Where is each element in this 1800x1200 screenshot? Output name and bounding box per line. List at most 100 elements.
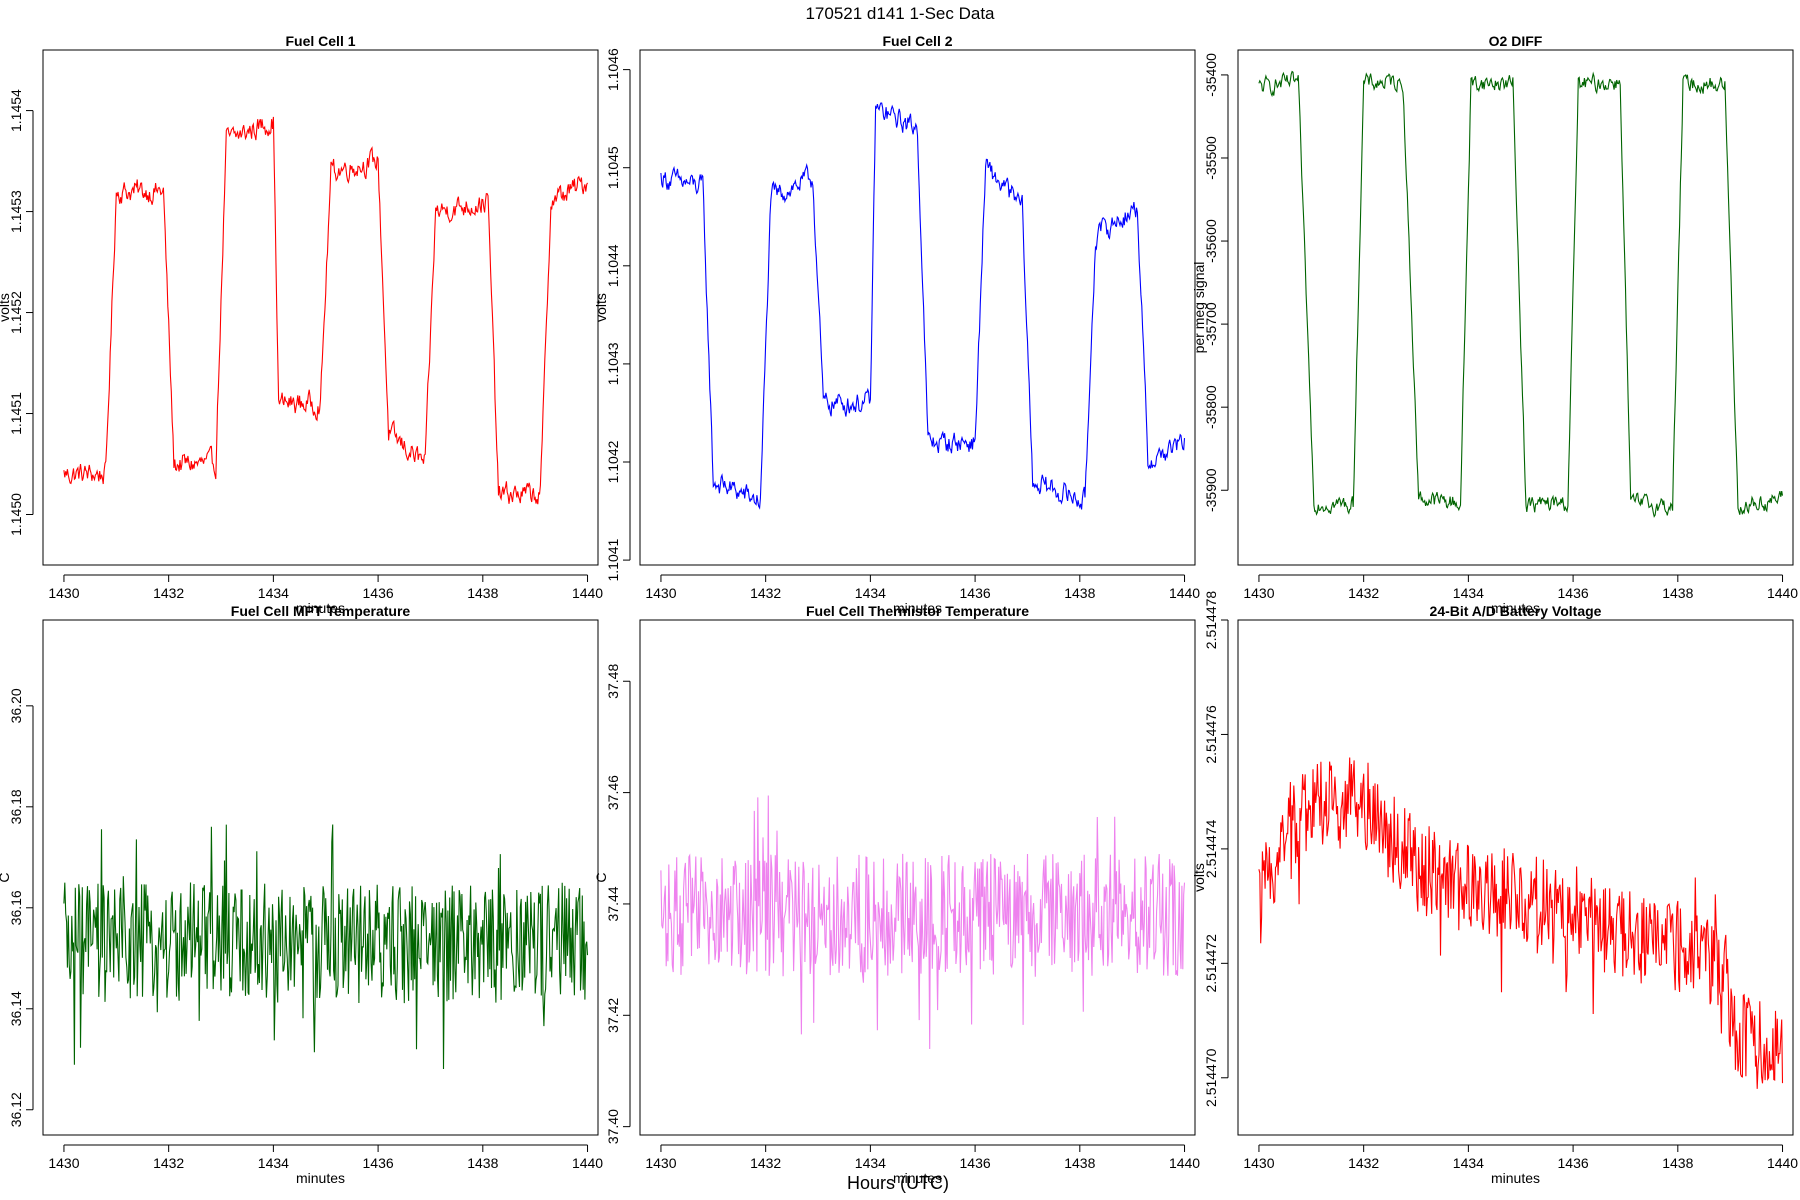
x-tick-label: 1430 <box>48 585 79 601</box>
y-tick-label: 2.514476 <box>1203 705 1219 764</box>
panel-4: Fuel Cell MPT Temperature 1430 1432 1434 143… <box>0 603 603 1186</box>
y-tick-label: 1.1045 <box>605 146 621 189</box>
x-tick-label: 1434 <box>258 1155 289 1171</box>
y-axis-label: C <box>593 872 609 882</box>
panel-title: 24-Bit A/D Battery Voltage <box>1430 603 1602 619</box>
x-tick-label: 1440 <box>1169 1155 1200 1171</box>
plot-frame <box>42 49 599 566</box>
x-tick-label: 1436 <box>363 1155 394 1171</box>
plot-frame <box>1237 619 1794 1136</box>
x-tick-label: 1434 <box>1453 585 1484 601</box>
y-tick-label: 37.46 <box>605 775 621 810</box>
panel-2: Fuel Cell 2 1430 1432 1434 1436 1438 1440 minut… <box>593 33 1200 616</box>
y-tick-label: 36.20 <box>8 688 24 723</box>
panel-title: O2 DIFF <box>1489 33 1543 49</box>
figure-xlabel: Hours (UTC) <box>847 1173 949 1193</box>
y-tick-label: 1.1451 <box>8 392 24 435</box>
x-axis-label: minutes <box>893 600 942 616</box>
panel-title: Fuel Cell MPT Temperature <box>231 603 411 619</box>
x-tick-label: 1432 <box>750 585 781 601</box>
x-axis-label: minutes <box>296 600 345 616</box>
x-tick-label: 1438 <box>1662 585 1693 601</box>
y-tick-label: 36.18 <box>8 789 24 824</box>
panel-title: Fuel Cell 1 <box>285 33 355 49</box>
x-axis-label: minutes <box>296 1170 345 1186</box>
x-tick-label: 1440 <box>1767 585 1798 601</box>
x-tick-label: 1432 <box>153 1155 184 1171</box>
series-line <box>1258 757 1784 1089</box>
y-tick-label: -35600 <box>1203 219 1219 263</box>
y-tick-label: 1.1041 <box>605 538 621 581</box>
plot-frame <box>42 619 599 1136</box>
y-tick-label: 37.44 <box>605 886 621 921</box>
y-tick-label: 36.14 <box>8 991 24 1026</box>
x-tick-label: 1434 <box>855 1155 886 1171</box>
x-tick-label: 1438 <box>1064 1155 1095 1171</box>
y-tick-label: 1.1450 <box>8 493 24 536</box>
y-tick-label: 2.514470 <box>1203 1048 1219 1107</box>
x-tick-label: 1438 <box>467 1155 498 1171</box>
x-tick-label: 1430 <box>1243 1155 1274 1171</box>
y-tick-label: 1.1042 <box>605 440 621 483</box>
y-tick-label: 37.40 <box>605 1109 621 1144</box>
y-tick-label: 36.12 <box>8 1092 24 1127</box>
y-tick-label: -35400 <box>1203 53 1219 97</box>
series-line <box>63 824 589 1070</box>
x-tick-label: 1440 <box>1169 585 1200 601</box>
y-tick-label: -35700 <box>1203 302 1219 346</box>
x-tick-label: 1430 <box>1243 585 1274 601</box>
x-tick-label: 1440 <box>572 585 603 601</box>
series-line <box>660 795 1186 1050</box>
y-tick-label: 36.16 <box>8 890 24 925</box>
x-tick-label: 1432 <box>750 1155 781 1171</box>
x-tick-label: 1432 <box>153 585 184 601</box>
y-axis-label: volts <box>1191 863 1207 892</box>
x-tick-label: 1440 <box>572 1155 603 1171</box>
y-axis-label: volts <box>593 293 609 322</box>
y-tick-label: 1.1453 <box>8 190 24 233</box>
panel-6: 24-Bit A/D Battery Voltage 1430 1432 1434 14… <box>1191 591 1798 1186</box>
x-tick-label: 1436 <box>363 585 394 601</box>
figure-title: 170521 d141 1-Sec Data <box>805 4 995 23</box>
plot-frame <box>639 619 1196 1136</box>
y-tick-label: 37.42 <box>605 998 621 1033</box>
y-tick-label: 2.514478 <box>1203 591 1219 650</box>
y-tick-label: 2.514474 <box>1203 819 1219 878</box>
x-tick-label: 1430 <box>48 1155 79 1171</box>
x-axis-label: minutes <box>1491 600 1540 616</box>
series-line <box>63 116 588 505</box>
y-axis-label: C <box>0 872 12 882</box>
y-tick-label: 1.1454 <box>8 89 24 132</box>
x-axis-label: minutes <box>893 1170 942 1186</box>
x-tick-label: 1436 <box>960 1155 991 1171</box>
x-tick-label: 1434 <box>258 585 289 601</box>
panel-title: Fuel Cell Thermistor Temperature <box>806 603 1029 619</box>
x-tick-label: 1438 <box>1064 585 1095 601</box>
panels: Fuel Cell 1 1430 1432 1434 1436 1438 1440 minut… <box>0 33 1798 1186</box>
y-tick-label: 2.514472 <box>1203 934 1219 993</box>
plot-frame <box>1237 49 1794 566</box>
x-tick-label: 1436 <box>1558 1155 1589 1171</box>
y-tick-label: -35500 <box>1203 136 1219 180</box>
y-tick-label: 37.48 <box>605 664 621 699</box>
series-line <box>1258 70 1784 518</box>
panel-5: Fuel Cell Thermistor Temperature 1430 1432… <box>593 603 1200 1186</box>
y-tick-label: -35800 <box>1203 385 1219 429</box>
panel-3: O2 DIFF 1430 1432 1434 1436 1438 1440 minutes -3… <box>1191 33 1798 616</box>
panel-1: Fuel Cell 1 1430 1432 1434 1436 1438 1440 minut… <box>0 33 603 616</box>
x-tick-label: 1438 <box>1662 1155 1693 1171</box>
x-tick-label: 1436 <box>960 585 991 601</box>
x-tick-label: 1438 <box>467 585 498 601</box>
series-line <box>660 102 1186 510</box>
y-tick-label: 1.1046 <box>605 48 621 91</box>
x-axis-label: minutes <box>1491 1170 1540 1186</box>
x-tick-label: 1436 <box>1558 585 1589 601</box>
x-tick-label: 1430 <box>645 1155 676 1171</box>
y-axis-label: per meg signal <box>1191 262 1207 354</box>
x-tick-label: 1432 <box>1348 1155 1379 1171</box>
y-axis-label: volts <box>0 293 12 322</box>
panel-title: Fuel Cell 2 <box>882 33 952 49</box>
plot-frame <box>639 49 1196 566</box>
y-tick-label: -35900 <box>1203 468 1219 512</box>
